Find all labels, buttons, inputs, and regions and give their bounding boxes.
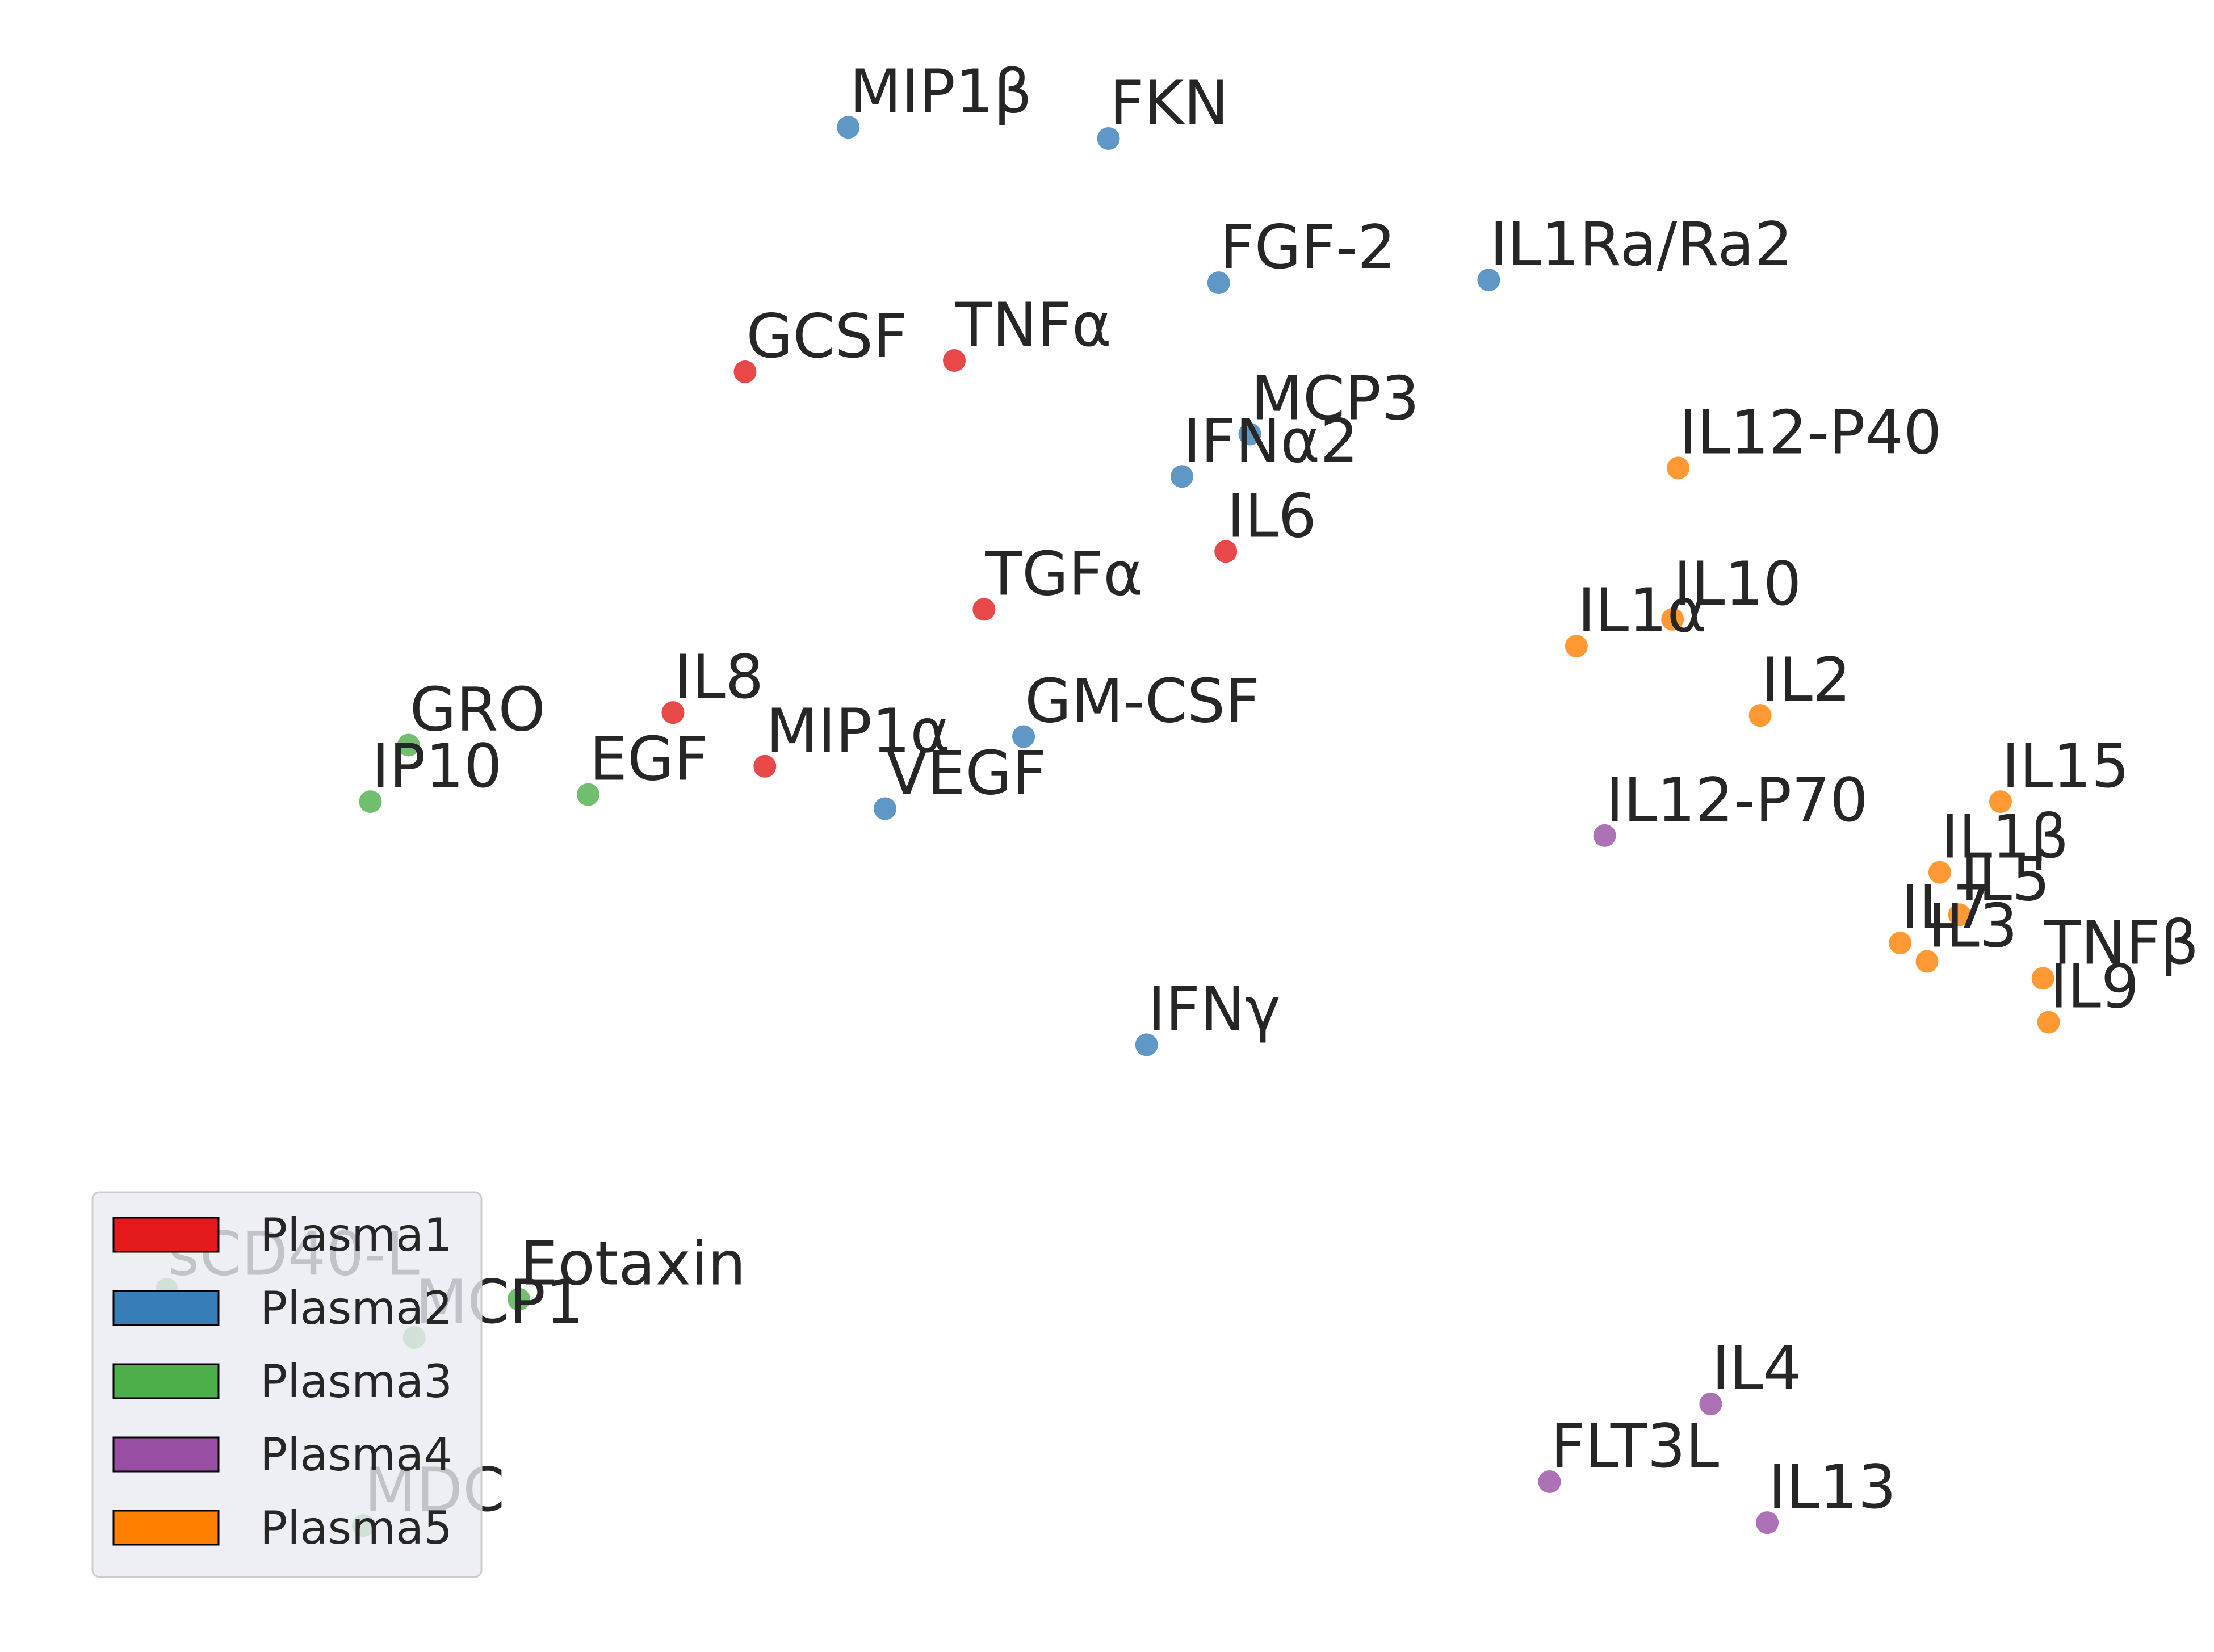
- legend-swatch-plasma4: [112, 1436, 220, 1473]
- label-gcsf: GCSF: [746, 301, 907, 371]
- point-gm-csf: [1012, 725, 1035, 748]
- point-il12-p40: [1667, 456, 1690, 480]
- point-il13: [1756, 1511, 1779, 1534]
- legend: Plasma1 Plasma2 Plasma3 Plasma4 Plasma5: [91, 1191, 483, 1578]
- point-ifn-2: [1170, 465, 1193, 488]
- point-il8: [661, 701, 685, 724]
- label-mcp3: MCP3: [1251, 364, 1420, 434]
- label-eotaxin: Eotaxin: [520, 1229, 746, 1299]
- point-fkn: [1097, 127, 1120, 150]
- point-fgf-2: [1207, 271, 1230, 295]
- legend-label-plasma2: Plasma2: [260, 1282, 452, 1335]
- point-il4: [1699, 1392, 1722, 1415]
- point-tnf: [943, 349, 966, 372]
- label-mip1: MIP1β: [849, 57, 1032, 127]
- legend-label-plasma4: Plasma4: [260, 1428, 452, 1481]
- label-il5: IL5: [1961, 844, 2051, 914]
- point-tnf: [2031, 967, 2054, 990]
- label-ifn: IFNγ: [1148, 974, 1281, 1044]
- legend-label-plasma3: Plasma3: [260, 1355, 452, 1408]
- point-mcp3: [1238, 422, 1261, 446]
- point-il10: [1661, 607, 1684, 631]
- label-gm-csf: GM-CSF: [1025, 666, 1260, 736]
- point-ifn: [1135, 1033, 1158, 1056]
- label-il15: IL15: [2002, 731, 2129, 801]
- label-gro: GRO: [410, 674, 546, 744]
- point-mip1: [753, 754, 777, 778]
- label-egf: EGF: [589, 724, 708, 794]
- label-mip1: MIP1α: [766, 696, 950, 766]
- points-layer: [155, 116, 2060, 1537]
- label-il3: IL3: [1928, 891, 2018, 961]
- point-il6: [1214, 540, 1238, 563]
- legend-label-plasma1: Plasma1: [260, 1209, 452, 1261]
- label-il6: IL6: [1227, 481, 1316, 551]
- label-il10: IL10: [1674, 549, 1801, 619]
- label-il1: IL1α: [1578, 576, 1707, 645]
- label-il9: IL9: [2050, 952, 2140, 1022]
- point-il1ra-ra2: [1477, 269, 1500, 292]
- label-ifn-2: IFNα2: [1183, 406, 1358, 476]
- point-il15: [1989, 790, 2012, 814]
- point-gcsf: [733, 360, 757, 383]
- label-il13: IL13: [1768, 1452, 1896, 1522]
- legend-swatch-plasma1: [112, 1217, 220, 1253]
- label-vegf: VEGF: [886, 739, 1047, 808]
- label-tnf: TNFβ: [2044, 908, 2199, 978]
- legend-label-plasma5: Plasma5: [260, 1502, 452, 1554]
- point-il1: [1928, 861, 1951, 884]
- label-il1ra-ra2: IL1Ra/Ra2: [1490, 209, 1792, 279]
- point-il5: [1948, 903, 1971, 926]
- point-il2: [1748, 704, 1772, 727]
- point-egf: [577, 783, 600, 806]
- label-il1: IL1β: [1941, 802, 2069, 872]
- point-flt3l: [1538, 1470, 1561, 1493]
- label-il12-p70: IL12-P70: [1606, 765, 1868, 835]
- label-flt3l: FLT3L: [1551, 1411, 1720, 1481]
- label-il2: IL2: [1762, 645, 1851, 715]
- point-gro: [397, 733, 420, 757]
- label-tnf: TNFα: [955, 290, 1112, 360]
- label-fkn: FKN: [1109, 68, 1228, 138]
- label-tgf: TGFα: [984, 539, 1143, 609]
- legend-swatch-plasma2: [112, 1290, 220, 1326]
- legend-swatch-plasma5: [112, 1510, 220, 1546]
- point-il1: [1565, 635, 1588, 658]
- label-il4: IL4: [1712, 1334, 1801, 1403]
- point-tgf: [972, 598, 996, 621]
- point-il7: [1889, 932, 1912, 955]
- label-fgf-2: FGF-2: [1220, 212, 1396, 282]
- label-ip10: IP10: [371, 731, 502, 801]
- label-il8: IL8: [674, 642, 764, 712]
- point-il3: [1915, 950, 1939, 973]
- point-eotaxin: [507, 1288, 530, 1311]
- point-mip1: [837, 116, 860, 139]
- label-il12-p40: IL12-P40: [1679, 397, 1942, 467]
- point-vegf: [874, 797, 897, 820]
- point-il12-p70: [1593, 824, 1616, 847]
- point-il9: [2037, 1011, 2060, 1034]
- point-ip10: [359, 790, 382, 814]
- legend-swatch-plasma3: [112, 1363, 220, 1399]
- label-il7: IL7: [1901, 873, 1991, 942]
- legend-frame: [91, 1191, 483, 1578]
